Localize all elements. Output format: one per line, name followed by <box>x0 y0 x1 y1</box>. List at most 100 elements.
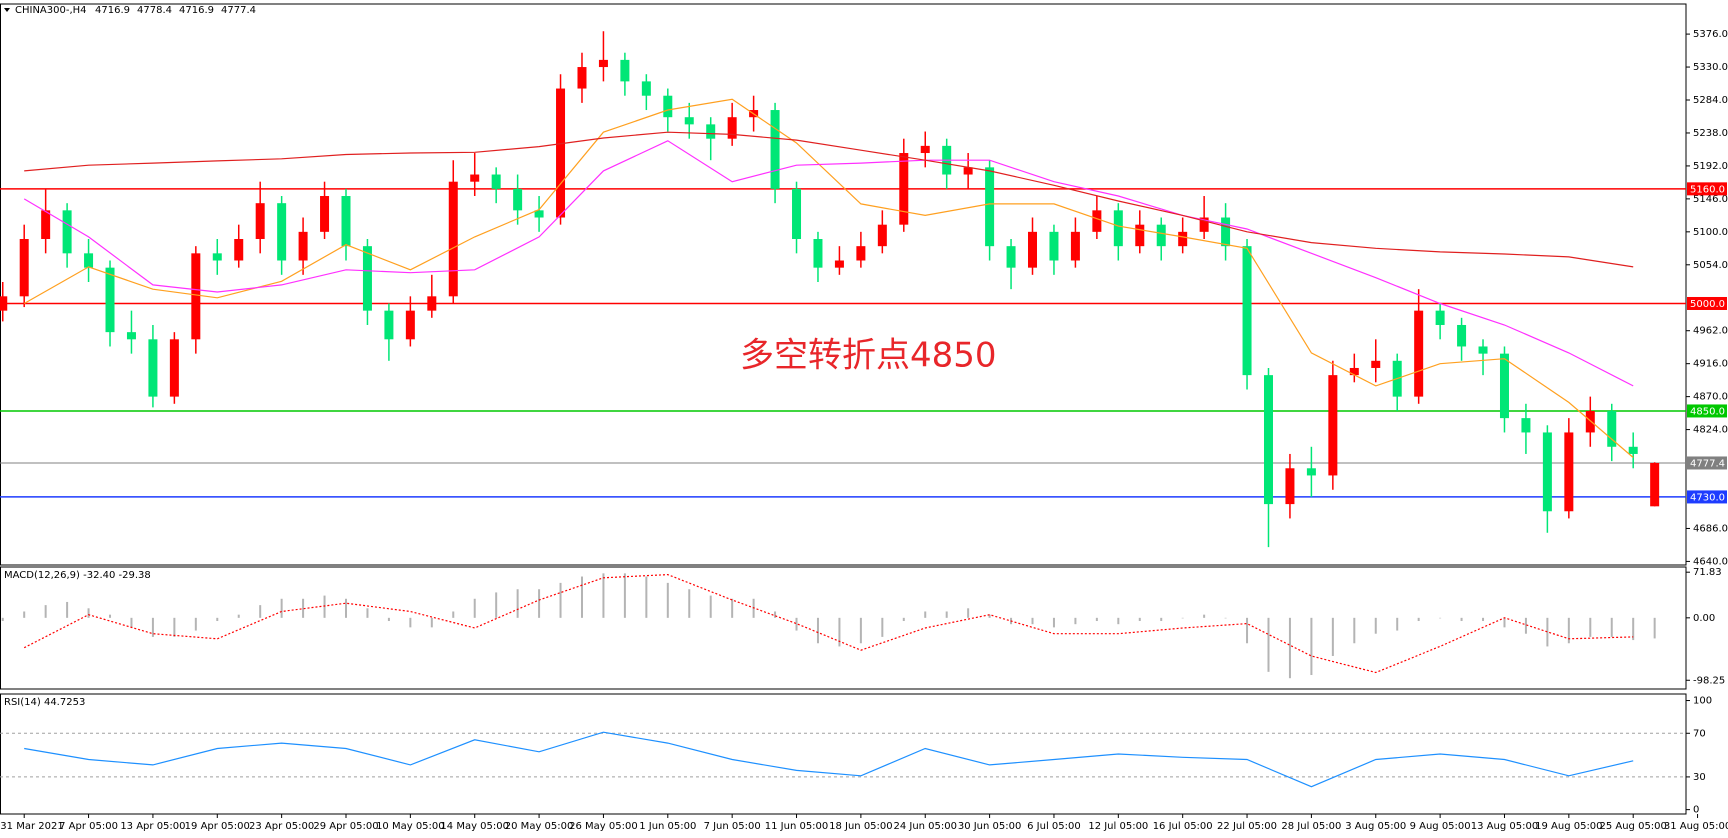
candle-body <box>41 210 51 240</box>
y-tick-label: 5146.0 <box>1693 194 1728 205</box>
macd-bar <box>838 617 841 647</box>
y-tick-label: 5330.0 <box>1693 62 1728 73</box>
candle-body <box>1349 367 1359 376</box>
candle-body <box>1156 224 1166 247</box>
macd-bar <box>1288 617 1291 679</box>
level-label: 4850.0 <box>1690 406 1725 417</box>
macd-bar <box>945 611 948 618</box>
macd-bar <box>452 611 455 618</box>
macd-bar <box>216 617 219 622</box>
header-ohlc: 4716.9 <box>95 5 130 16</box>
y-tick-label: 4686.0 <box>1693 523 1728 534</box>
macd-bar <box>1653 617 1656 639</box>
header-ohlc: 4777.4 <box>221 5 256 16</box>
macd-bar <box>430 617 433 628</box>
macd-bar <box>816 617 819 644</box>
x-tick-label: 28 Jul 05:00 <box>1281 821 1341 832</box>
macd-bar <box>1460 617 1463 622</box>
candle-body <box>1371 360 1381 368</box>
x-tick-label: 18 Jun 05:00 <box>829 821 893 832</box>
y-tick-label: 5376.0 <box>1693 29 1728 40</box>
macd-bar <box>109 614 112 618</box>
macd-bar <box>902 617 905 622</box>
macd-bar <box>1374 617 1377 634</box>
candle-body <box>513 188 523 211</box>
candle-body <box>84 253 94 268</box>
x-tick-label: 13 Apr 05:00 <box>120 821 185 832</box>
x-tick-label: 26 May 05:00 <box>569 821 638 832</box>
macd-bar <box>881 617 884 637</box>
candle-body <box>1521 418 1531 433</box>
macd-bar <box>859 617 862 644</box>
y-tick-label: 30 <box>1693 772 1706 783</box>
candle-body <box>684 117 694 125</box>
macd-bar <box>194 617 197 631</box>
y-tick-label: 4962.0 <box>1693 326 1728 337</box>
macd-bar <box>1396 617 1399 631</box>
y-tick-label: -98.25 <box>1693 675 1725 686</box>
macd-bar <box>1610 617 1613 637</box>
macd-bar <box>280 598 283 618</box>
candle-body <box>1285 468 1295 505</box>
candle-body <box>1263 375 1273 505</box>
candle-body <box>663 95 673 118</box>
macd-bar <box>44 605 47 618</box>
indicator-line <box>23 573 1634 674</box>
panel-frame <box>0 3 1687 566</box>
macd-bar <box>151 617 154 637</box>
y-tick-label: 70 <box>1693 728 1706 739</box>
candle-body <box>1070 231 1080 261</box>
y-tick-label: 0.00 <box>1693 613 1715 624</box>
macd-bar <box>1052 617 1055 628</box>
macd-bar <box>1074 617 1077 625</box>
candle-body <box>62 210 72 254</box>
panel-title: RSI(14) 44.7253 <box>4 697 85 708</box>
x-tick-label: 29 Apr 05:00 <box>313 821 378 832</box>
macd-bar <box>1331 617 1334 656</box>
macd-bar <box>1310 617 1313 676</box>
macd-bar <box>1417 617 1420 622</box>
y-tick-label: 5284.0 <box>1693 95 1728 106</box>
candle-body <box>577 67 587 89</box>
indicator-line <box>23 98 1634 458</box>
level-label: 5160.0 <box>1690 184 1725 195</box>
macd-bar <box>1482 617 1485 622</box>
level-label: 4777.4 <box>1690 458 1725 469</box>
x-tick-label: 19 Aug 05:00 <box>1535 821 1602 832</box>
macd-bar <box>66 601 69 618</box>
candle-body <box>341 196 351 247</box>
level-label-box <box>1687 182 1727 196</box>
candle-body <box>856 246 866 261</box>
level-label-box <box>1687 456 1727 470</box>
candle-body <box>1221 217 1231 247</box>
x-tick-label: 12 Jul 05:00 <box>1088 821 1148 832</box>
candle-body <box>1457 324 1467 347</box>
macd-bar <box>924 611 927 618</box>
x-tick-label: 16 Jul 05:00 <box>1153 821 1213 832</box>
x-tick-label: 19 Apr 05:00 <box>185 821 250 832</box>
macd-bar <box>1224 617 1227 619</box>
macd-bar <box>516 589 519 618</box>
macd-bar <box>1160 617 1163 622</box>
candle-body <box>448 181 458 297</box>
macd-bar <box>1503 617 1506 628</box>
macd-bar <box>1632 617 1635 641</box>
macd-bar <box>173 617 176 637</box>
menu-arrow[interactable] <box>4 8 10 12</box>
candle-body <box>1306 468 1316 476</box>
macd-bar <box>538 589 541 618</box>
candle-body <box>1328 375 1338 476</box>
x-tick-label: 6 Jul 05:00 <box>1027 821 1081 832</box>
candle-body <box>277 203 287 261</box>
y-tick-label: 5054.0 <box>1693 260 1728 271</box>
candle-body <box>320 196 330 232</box>
level-label: 5000.0 <box>1690 299 1725 310</box>
indicator-line <box>24 131 1634 268</box>
macd-bar <box>1589 617 1592 637</box>
x-tick-label: 31 Mar 2021 <box>0 821 63 832</box>
indicator-line <box>24 731 1634 788</box>
candle-body <box>792 188 802 240</box>
candle-body <box>813 239 823 268</box>
x-tick-label: 22 Jul 05:00 <box>1217 821 1277 832</box>
